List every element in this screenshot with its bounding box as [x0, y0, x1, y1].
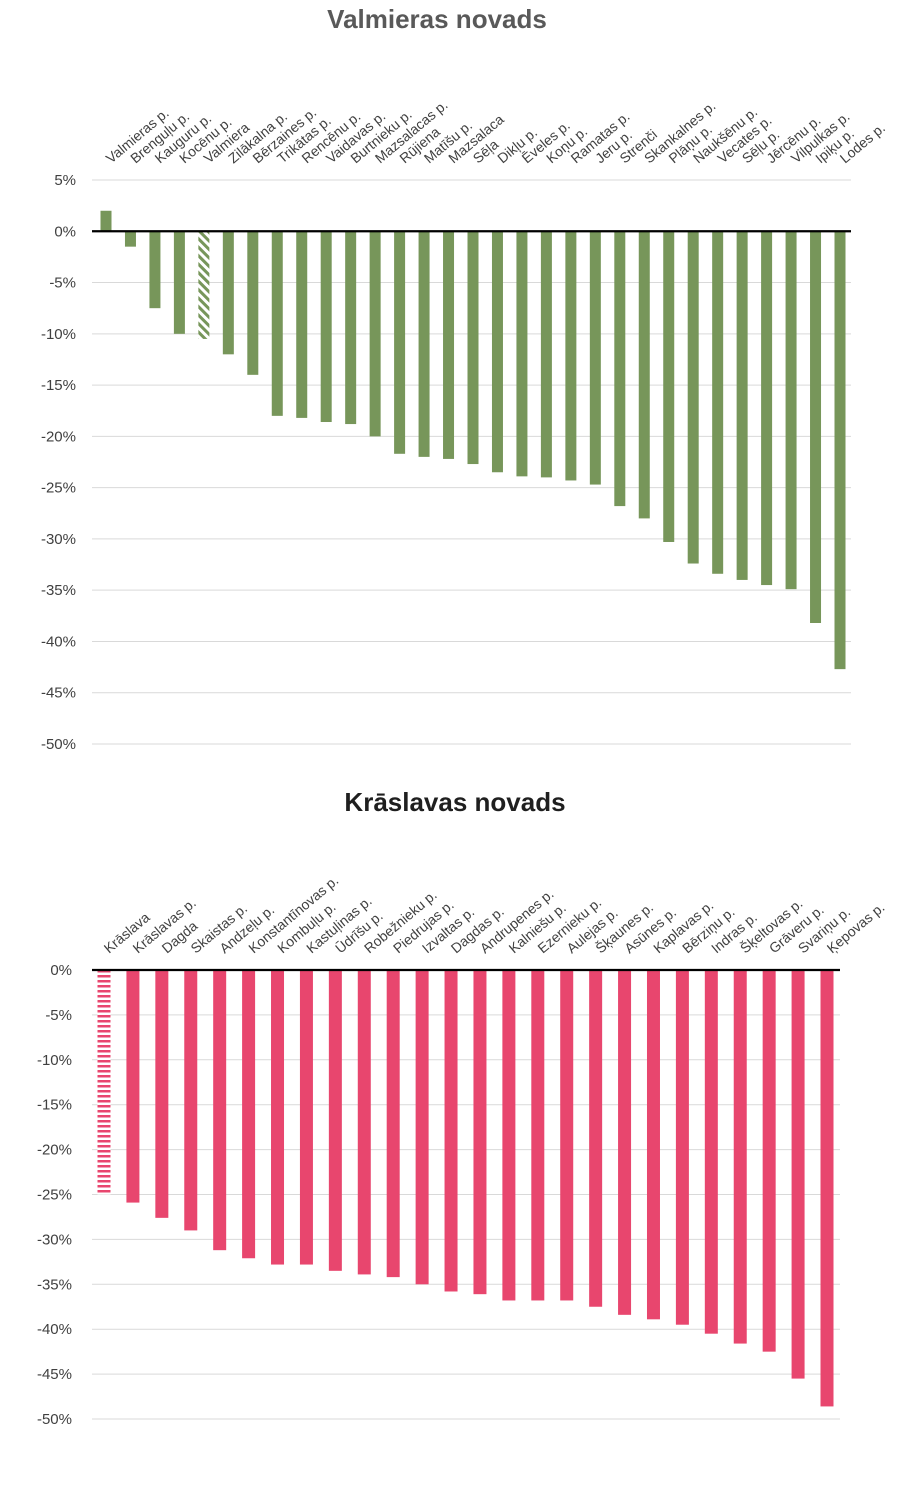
bar [761, 231, 773, 586]
bar [618, 970, 632, 1315]
y-tick-label: -35% [41, 582, 76, 599]
y-tick-label: -20% [37, 1142, 72, 1159]
bar [242, 970, 256, 1259]
bar [614, 231, 626, 507]
bar [565, 231, 577, 481]
bar [155, 970, 169, 1218]
bar [296, 231, 308, 418]
bar [638, 231, 650, 519]
bar [589, 970, 603, 1307]
y-tick-label: -30% [41, 531, 76, 548]
bar [213, 970, 227, 1251]
bar [149, 231, 161, 309]
bar [646, 970, 660, 1320]
bar [184, 970, 198, 1231]
bar [663, 231, 675, 542]
bar [560, 970, 574, 1301]
bar [675, 970, 689, 1325]
y-tick-label: -50% [41, 736, 76, 753]
y-tick-label: -20% [41, 428, 76, 445]
bar [320, 231, 332, 423]
bar [834, 231, 846, 670]
bar [712, 231, 724, 574]
y-tick-label: -30% [37, 1231, 72, 1248]
y-tick-label: 5% [54, 172, 76, 189]
bar [124, 231, 136, 247]
kraslavas-chart: Krāslavas novads 0% -5% -10% -15% -20% -25% -3… [37, 787, 888, 1428]
bar [820, 970, 834, 1407]
y-tick-label: -15% [41, 377, 76, 394]
bar [173, 231, 185, 334]
bar [736, 231, 748, 580]
bar [791, 970, 805, 1379]
bar [444, 970, 458, 1292]
y-tick-label: -40% [37, 1321, 72, 1338]
bar [357, 970, 371, 1275]
bar [762, 970, 776, 1352]
y-tick-label: 0% [54, 223, 76, 240]
y-tick-label: -15% [37, 1097, 72, 1114]
bar [516, 231, 528, 477]
bar [369, 231, 381, 437]
y-tick-label: -45% [41, 685, 76, 702]
bar [491, 231, 503, 473]
bar [126, 970, 140, 1203]
valmieras-chart-title: Valmieras novads [327, 4, 547, 34]
y-tick-label: -5% [49, 275, 76, 292]
bar [222, 231, 234, 355]
y-tick-label: -10% [41, 326, 76, 343]
bar [415, 970, 429, 1285]
bar [345, 231, 357, 425]
bar [247, 231, 259, 375]
bar [271, 231, 283, 416]
bar [810, 231, 822, 623]
bar [502, 970, 516, 1301]
bar [100, 210, 112, 232]
bar [531, 970, 545, 1301]
bar [687, 231, 699, 564]
y-tick-label: -45% [37, 1366, 72, 1383]
bar [394, 231, 406, 454]
y-tick-label: -40% [41, 633, 76, 650]
bar [271, 970, 285, 1265]
bar [443, 231, 455, 459]
y-tick-label: -50% [37, 1411, 72, 1428]
bar [467, 231, 479, 465]
bar [704, 970, 718, 1334]
y-tick-label: -5% [45, 1007, 72, 1024]
kraslavas-chart-title: Krāslavas novads [344, 787, 565, 817]
bar [198, 231, 210, 339]
y-tick-label: -25% [41, 480, 76, 497]
valmieras-chart: Valmieras novads 5% 0% -5% -10% -15% -20% -25%… [41, 4, 888, 753]
bar [328, 970, 342, 1271]
bar [540, 231, 552, 478]
y-tick-label: 0% [50, 962, 72, 979]
y-tick-label: -25% [37, 1187, 72, 1204]
bar [418, 231, 430, 457]
bar [785, 231, 797, 590]
y-tick-label: -10% [37, 1052, 72, 1069]
bar [386, 970, 400, 1278]
y-tick-label: -35% [37, 1276, 72, 1293]
bar [97, 970, 111, 1195]
bar [733, 970, 747, 1344]
bar [473, 970, 487, 1295]
bar [299, 970, 313, 1265]
bar [589, 231, 601, 485]
